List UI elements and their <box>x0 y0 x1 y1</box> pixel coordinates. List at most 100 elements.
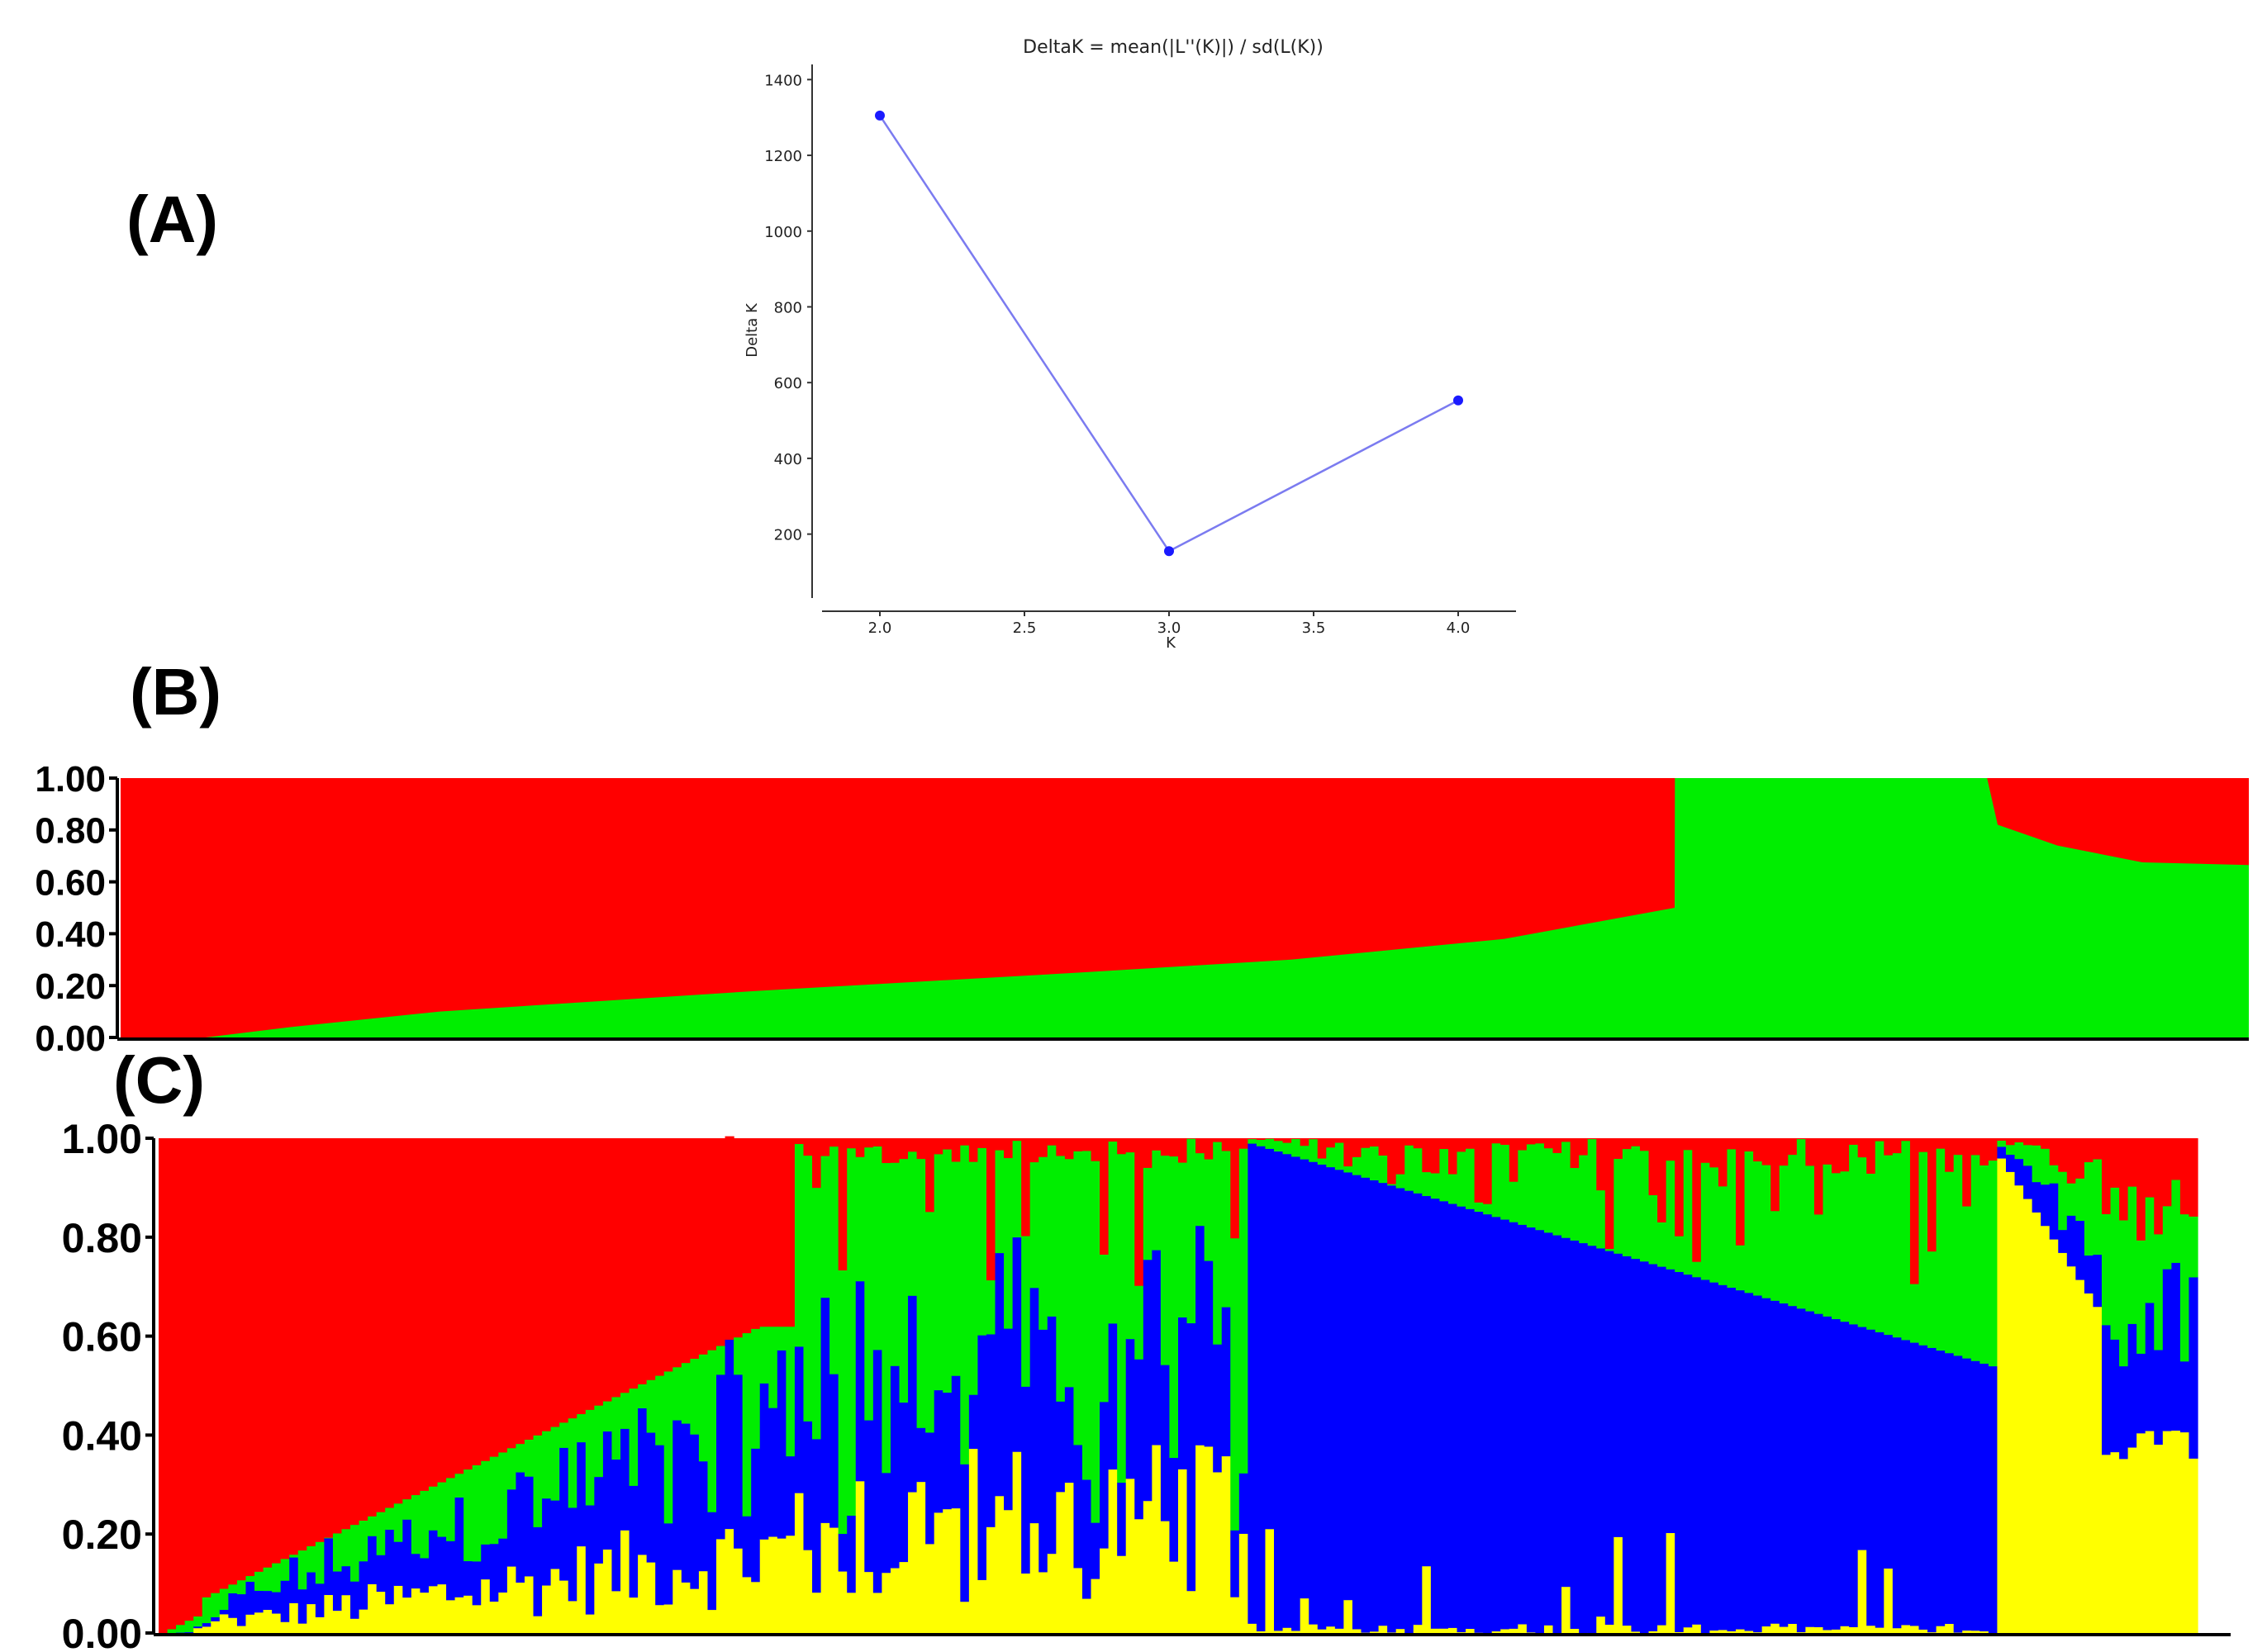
chart-c-bar-green <box>506 1447 517 1490</box>
chart-c-bar-green <box>341 1528 351 1567</box>
chart-c-bar-yellow <box>1160 1521 1171 1634</box>
chart-c-bar-blue <box>1596 1247 1606 1617</box>
chart-c-bar-yellow <box>1648 1631 1658 1634</box>
chart-c-bar-green <box>1056 1155 1066 1402</box>
chart-c-bar-green <box>193 1616 203 1627</box>
chart-c-bar-yellow <box>1134 1518 1144 1634</box>
chart-c-bar-green <box>1500 1144 1510 1220</box>
chart-c-bar-green <box>332 1532 343 1572</box>
chart-a-xtick-label: 4.0 <box>1447 620 1471 637</box>
chart-c-bar-blue <box>1125 1338 1135 1479</box>
chart-c-bar-green <box>516 1443 525 1473</box>
chart-c-bar-yellow <box>2093 1306 2103 1634</box>
chart-c-bar-blue <box>1256 1146 1267 1631</box>
chart-c-bar-red <box>855 1138 865 1157</box>
chart-c-bar-green <box>768 1326 778 1408</box>
chart-c-bar-red <box>1683 1138 1693 1151</box>
chart-c-bar-yellow <box>1378 1625 1388 1634</box>
chart-c-bar-green <box>437 1481 447 1537</box>
chart-c-bar-green <box>167 1628 177 1634</box>
chart-c-bar-red <box>1108 1138 1118 1142</box>
chart-c-bar-blue <box>1840 1321 1850 1626</box>
chart-c-bar-green <box>1117 1153 1127 1483</box>
chart-c-bar-red <box>1395 1138 1405 1175</box>
chart-c-bar-red <box>376 1138 386 1512</box>
chart-c-bar-red <box>550 1138 560 1427</box>
chart-c-bar-red <box>1413 1138 1423 1149</box>
chart-c-bar-red <box>420 1138 430 1491</box>
chart-a-ytick-label: 200 <box>774 527 802 544</box>
chart-c-bar-red <box>577 1138 587 1415</box>
chart-c-bar-red <box>1526 1138 1537 1145</box>
chart-c-bar-blue <box>1500 1218 1510 1630</box>
chart-c-bar-blue <box>1849 1323 1859 1627</box>
chart-c-bar-red <box>1134 1138 1144 1286</box>
chart-c-bar-yellow <box>847 1592 857 1634</box>
chart-c-bar-yellow <box>516 1582 525 1634</box>
chart-c-bar-yellow <box>1125 1478 1135 1634</box>
chart-c-bar-green <box>734 1336 744 1375</box>
chart-c-bar-red <box>193 1138 203 1616</box>
chart-c-bar-yellow <box>1064 1482 1075 1634</box>
chart-c-bar-green <box>1012 1140 1022 1238</box>
chart-c-bar-green <box>1579 1154 1589 1244</box>
chart-c-bar-red <box>1117 1138 1127 1155</box>
chart-c-bar-yellow <box>1352 1628 1362 1634</box>
chart-c-bar-green <box>1805 1165 1815 1312</box>
chart-c-bar-red <box>1466 1138 1476 1149</box>
chart-c-bar-green <box>638 1384 648 1409</box>
chart-c-bar-yellow <box>1744 1630 1754 1634</box>
chart-c-bar-green <box>872 1146 882 1351</box>
chart-c-bar-red <box>272 1138 282 1564</box>
chart-c-bar-blue <box>707 1512 717 1611</box>
chart-c-bar-green <box>568 1417 577 1508</box>
chart-c-bar-green <box>489 1456 499 1545</box>
chart-c-bar-yellow <box>838 1570 848 1634</box>
chart-c-bar-green <box>594 1405 604 1478</box>
chart-c-bar-green <box>1587 1138 1597 1246</box>
panel-label-c: (C) <box>113 1043 206 1117</box>
chart-c-bar-green <box>542 1431 552 1499</box>
chart-c-bar-green <box>1709 1166 1719 1283</box>
chart-c-bar-blue <box>446 1540 456 1601</box>
chart-c-bar-blue <box>559 1447 569 1581</box>
chart-c-bar-blue <box>620 1428 630 1531</box>
chart-c-bar-yellow <box>1884 1568 1894 1634</box>
chart-c-bar-red <box>1064 1138 1075 1160</box>
chart-c-bar-blue <box>672 1419 682 1570</box>
chart-c-bar-blue <box>759 1383 769 1540</box>
chart-c-bar-yellow <box>2127 1446 2137 1634</box>
chart-c-bar-yellow <box>1004 1509 1014 1634</box>
chart-c-bar-red <box>1309 1138 1319 1140</box>
chart-c-bar-yellow <box>2058 1252 2068 1634</box>
chart-c-bar-yellow <box>716 1538 726 1634</box>
chart-c-bar-green <box>1561 1141 1571 1238</box>
chart-c-bar-red <box>1056 1138 1066 1156</box>
chart-c-bar-green <box>307 1545 316 1573</box>
chart-c-bar-green <box>1326 1146 1336 1168</box>
chart-c-bar-blue <box>176 1631 186 1634</box>
chart-c-bar-yellow <box>1518 1623 1528 1634</box>
chart-c-bar-green <box>908 1151 918 1296</box>
chart-c-bar-blue <box>872 1349 882 1593</box>
chart-c-bar-blue <box>2075 1220 2085 1280</box>
chart-c-bar-blue <box>1927 1347 1937 1633</box>
chart-c-bar-green <box>1823 1164 1832 1317</box>
chart-c-bar-red <box>1230 1138 1240 1239</box>
chart-c-bar-blue <box>297 1588 307 1624</box>
chart-c-bar-green <box>1361 1147 1371 1178</box>
chart-c-bar-blue <box>1056 1401 1066 1493</box>
chart-c-bar-yellow <box>1666 1532 1675 1634</box>
chart-c-bar-yellow <box>219 1613 229 1634</box>
chart-c-bar-red <box>1282 1138 1292 1143</box>
chart-c-bar-blue <box>263 1590 273 1611</box>
chart-c-bar-green <box>1221 1150 1231 1308</box>
chart-c-bar-blue <box>1204 1260 1214 1447</box>
chart-c-bar-yellow <box>1204 1446 1214 1634</box>
chart-c-bar-blue <box>1779 1303 1789 1627</box>
chart-c-bar-red <box>1012 1138 1022 1142</box>
chart-c-bar-blue <box>1439 1200 1449 1629</box>
chart-c-bar-red <box>341 1138 351 1530</box>
chart-c-ytick-label: 0.40 <box>62 1412 142 1459</box>
chart-c-bar-green <box>2154 1233 2164 1351</box>
